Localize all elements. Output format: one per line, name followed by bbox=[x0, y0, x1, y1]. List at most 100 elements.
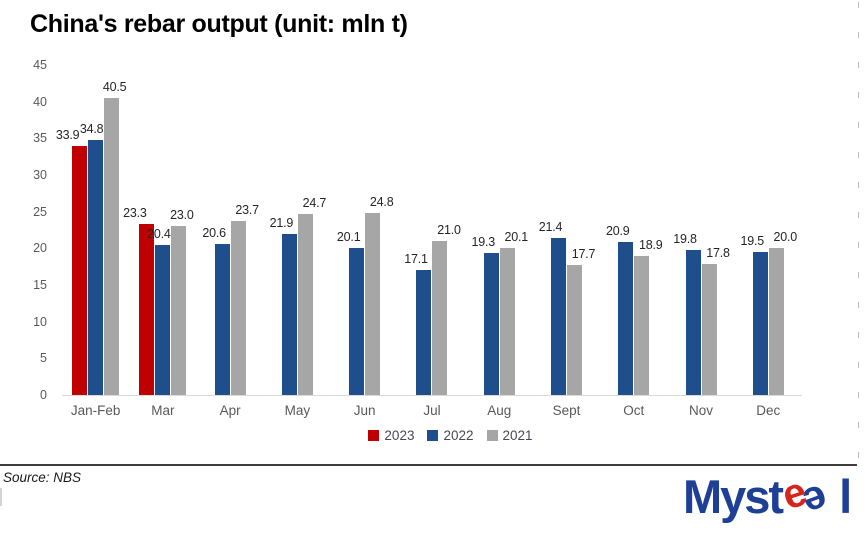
bar-group-sept: 21.4 17.7 Sept bbox=[533, 65, 600, 418]
bar-2021-jun bbox=[365, 213, 381, 395]
data-label: 17.7 bbox=[571, 247, 596, 262]
data-label: 20.0 bbox=[773, 230, 798, 245]
data-label: 20.1 bbox=[336, 229, 361, 244]
data-label: 20.1 bbox=[504, 229, 528, 244]
y-tick-label: 30 bbox=[33, 168, 47, 182]
legend-label: 2022 bbox=[443, 428, 474, 443]
bar-2023-mar bbox=[139, 224, 155, 395]
bar-2022-jul bbox=[416, 269, 432, 395]
bar-2021-sept bbox=[566, 265, 582, 395]
x-tick-label: May bbox=[284, 403, 311, 418]
bar-2021-oct bbox=[634, 256, 650, 395]
y-axis: 0 5 10 15 20 25 30 35 40 45 bbox=[0, 58, 55, 402]
bar-2022-may bbox=[281, 234, 297, 395]
bar-2021-mar bbox=[171, 226, 187, 395]
bar-group-aug: 19.3 20.1 Aug bbox=[466, 65, 533, 418]
data-label: 21.4 bbox=[538, 220, 563, 235]
footer-divider bbox=[0, 464, 857, 466]
legend-item-2023: 2023 bbox=[368, 428, 414, 443]
page-break-dashed-line bbox=[858, 2, 859, 462]
data-label: 20.6 bbox=[202, 225, 226, 240]
bar-2021-jan-feb bbox=[104, 98, 120, 395]
stray-cursor-mark bbox=[0, 488, 2, 506]
y-tick-label: 0 bbox=[40, 388, 47, 402]
bar-group-jan-feb: 33.9 34.8 40.5 Jan-Feb bbox=[56, 65, 129, 418]
plot-area: 33.9 34.8 40.5 Jan-Feb 23.3 20.4 23.0 Mar 20.6 23… bbox=[56, 65, 802, 418]
x-tick-label: Dec bbox=[756, 403, 781, 418]
bar-group-apr: 20.6 23.7 Apr bbox=[197, 65, 264, 418]
legend-label: 2023 bbox=[384, 428, 415, 443]
legend-item-2021: 2021 bbox=[486, 428, 533, 443]
bar-group-mar: 23.3 20.4 23.0 Mar bbox=[123, 65, 196, 418]
data-label: 23.3 bbox=[123, 206, 147, 221]
logo-ee-swirl-icon: e e bbox=[776, 468, 839, 527]
x-tick-label: Jul bbox=[423, 403, 441, 418]
data-label: 18.9 bbox=[638, 238, 663, 253]
data-label: 33.9 bbox=[55, 128, 80, 143]
data-label: 19.8 bbox=[673, 231, 697, 246]
bar-2021-may bbox=[297, 213, 313, 395]
bar-2022-sept bbox=[550, 238, 566, 395]
bar-2022-apr bbox=[214, 243, 230, 395]
legend: 2023 2022 2021 bbox=[0, 428, 865, 443]
y-tick-label: 45 bbox=[33, 58, 47, 72]
logo-text-suffix: l bbox=[839, 470, 852, 523]
y-tick-label: 40 bbox=[33, 94, 47, 109]
source-label: Source: NBS bbox=[3, 470, 82, 485]
bar-2022-oct bbox=[618, 241, 634, 395]
bar-group-may: 21.9 24.7 May bbox=[264, 65, 331, 418]
legend-marker-icon bbox=[368, 430, 380, 441]
bar-2022-jan-feb bbox=[88, 139, 104, 395]
data-label: 21.0 bbox=[437, 223, 461, 237]
x-tick-label: Jan-Feb bbox=[70, 403, 121, 418]
bar-2022-dec bbox=[752, 252, 768, 395]
mysteel-logo: Myst e e l bbox=[683, 468, 852, 529]
bar-2021-dec bbox=[768, 248, 784, 395]
data-label: 17.8 bbox=[706, 246, 730, 261]
legend-item-2022: 2022 bbox=[427, 428, 474, 443]
data-label: 23.7 bbox=[235, 203, 259, 218]
data-label: 19.3 bbox=[471, 235, 495, 250]
x-tick-label: Nov bbox=[689, 403, 714, 418]
data-label: 20.9 bbox=[605, 223, 630, 238]
y-tick-label: 35 bbox=[33, 131, 47, 146]
bar-2022-jun bbox=[349, 247, 365, 395]
bar-group-nov: 19.8 17.8 Nov bbox=[667, 65, 734, 418]
chart-title: China's rebar output (unit: mln t) bbox=[30, 10, 408, 38]
data-label: 40.5 bbox=[102, 80, 127, 94]
x-tick-label: Aug bbox=[487, 403, 512, 418]
legend-marker-icon bbox=[486, 430, 498, 441]
bar-2022-aug bbox=[483, 253, 499, 395]
legend-label: 2021 bbox=[502, 428, 533, 443]
x-tick-label: Apr bbox=[219, 403, 241, 418]
bar-group-jun: 20.1 24.8 Jun bbox=[331, 65, 398, 418]
data-label: 34.8 bbox=[79, 121, 104, 136]
y-tick-label: 20 bbox=[33, 241, 47, 256]
data-label: 23.0 bbox=[170, 208, 194, 223]
x-tick-label: Oct bbox=[623, 403, 645, 418]
y-tick-label: 10 bbox=[33, 314, 47, 329]
data-label: 24.8 bbox=[369, 195, 394, 210]
data-label: 24.7 bbox=[302, 195, 327, 210]
bar-2023-jan-feb bbox=[72, 146, 88, 395]
legend-marker-icon bbox=[427, 430, 439, 441]
data-label: 17.1 bbox=[404, 251, 428, 266]
data-label: 21.9 bbox=[269, 216, 294, 231]
bar-group-dec: 19.5 20.0 Dec bbox=[735, 65, 802, 418]
bar-2022-nov bbox=[685, 249, 701, 395]
bar-2021-aug bbox=[499, 247, 515, 395]
y-tick-label: 5 bbox=[40, 351, 47, 366]
x-tick-label: Jun bbox=[353, 403, 376, 418]
x-tick-label: Mar bbox=[151, 403, 175, 418]
y-tick-label: 25 bbox=[33, 204, 47, 219]
bar-2021-nov bbox=[701, 264, 717, 395]
data-label: 20.4 bbox=[147, 227, 171, 242]
bar-2021-jul bbox=[432, 241, 448, 395]
bar-2021-apr bbox=[230, 221, 246, 395]
logo-text-prefix: Myst bbox=[683, 470, 784, 523]
bar-2022-mar bbox=[155, 245, 171, 395]
data-label: 19.5 bbox=[740, 234, 765, 248]
bar-group-oct: 20.9 18.9 Oct bbox=[600, 65, 667, 418]
logo-red-e: e bbox=[776, 467, 813, 519]
